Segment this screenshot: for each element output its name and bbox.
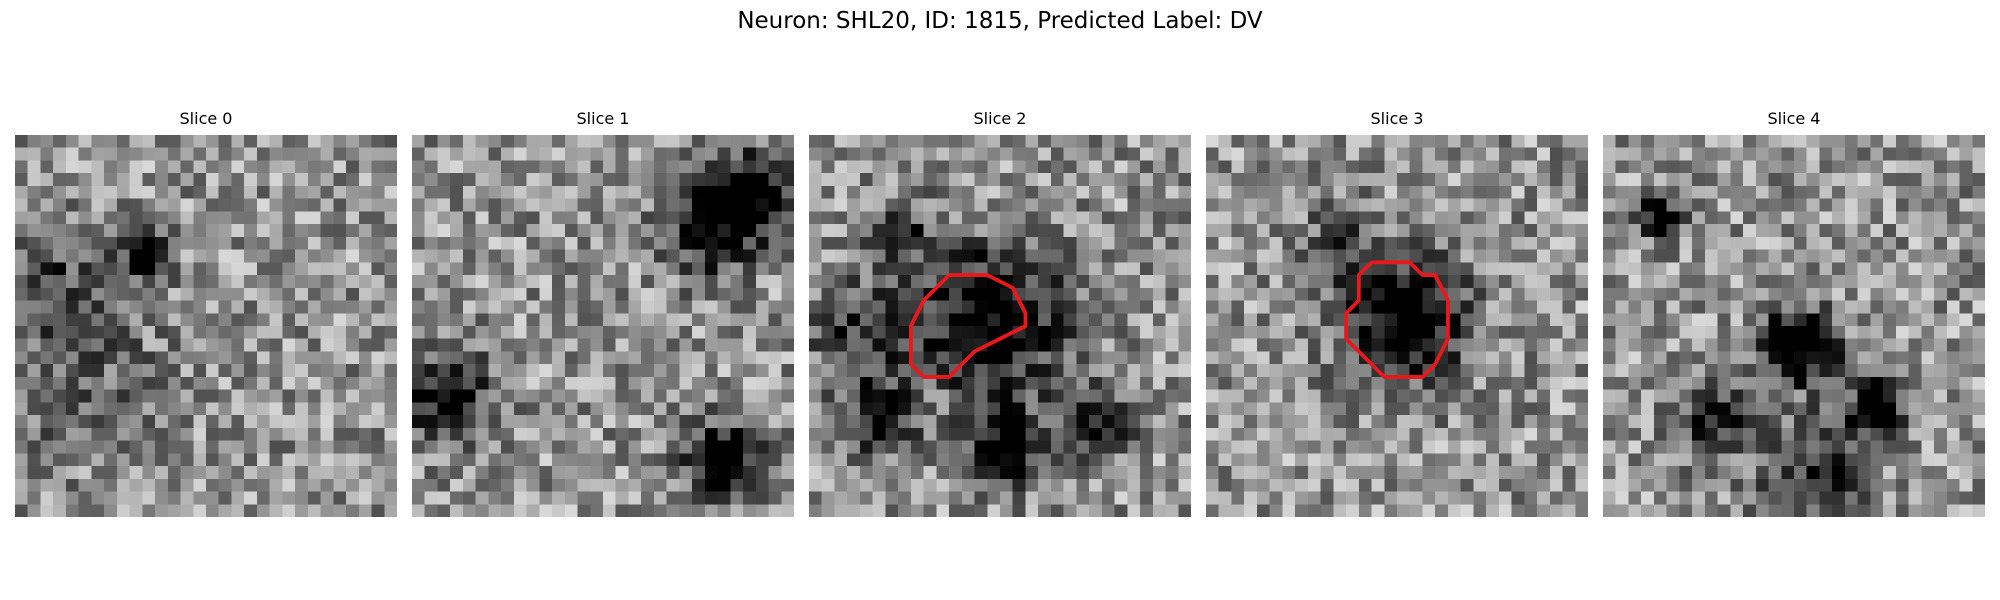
slice-image — [1206, 135, 1588, 517]
slice-image — [1603, 135, 1985, 517]
slice-image — [809, 135, 1191, 517]
slice-title: Slice 3 — [1370, 109, 1424, 128]
slice-title: Slice 1 — [576, 109, 630, 128]
slice-image — [15, 135, 397, 517]
figure-title: Neuron: SHL20, ID: 1815, Predicted Label… — [737, 8, 1263, 34]
slice-title: Slice 2 — [973, 109, 1027, 128]
slice-image — [412, 135, 794, 517]
slice-title: Slice 4 — [1767, 109, 1821, 128]
slice-title: Slice 0 — [179, 109, 233, 128]
